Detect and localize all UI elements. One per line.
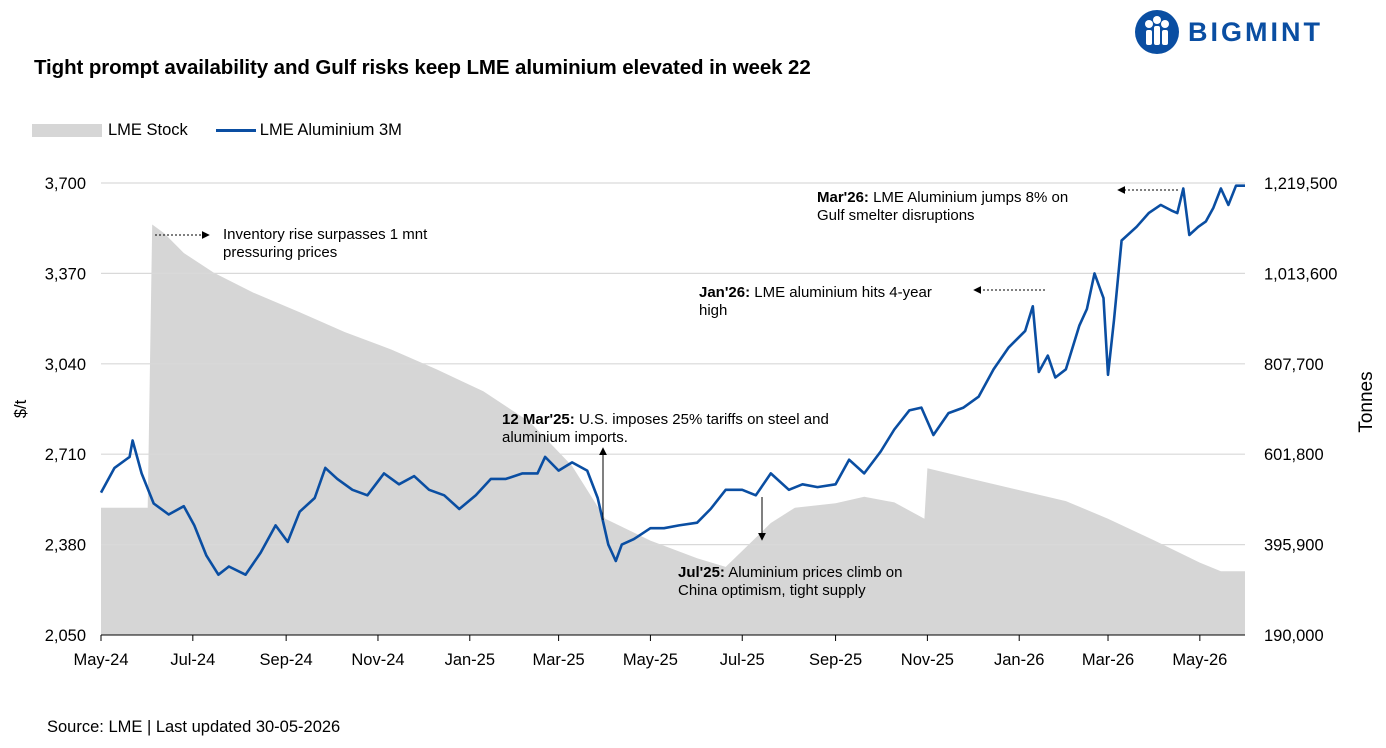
x-tick-label: Jan-25 bbox=[445, 651, 495, 669]
x-tick-label: May-25 bbox=[623, 651, 678, 669]
y-tick-label: 3,040 bbox=[45, 356, 86, 374]
y-tick-label: 3,700 bbox=[45, 175, 86, 193]
x-tick-label: Mar-25 bbox=[532, 651, 584, 669]
y2-tick-label: 601,800 bbox=[1264, 446, 1324, 464]
legend-label-stock: LME Stock bbox=[108, 121, 188, 139]
legend-item-stock: LME Stock bbox=[32, 121, 188, 140]
x-tick-label: Nov-25 bbox=[901, 651, 954, 669]
annotation-text: Gulf smelter disruptions bbox=[817, 207, 975, 224]
x-tick-label: Jul-25 bbox=[720, 651, 765, 669]
annotation-2: 12 Mar'25: U.S. imposes 25% tariffs on s… bbox=[502, 411, 829, 520]
legend-swatch-stock bbox=[32, 124, 102, 137]
series-line-lme-aluminium-3m bbox=[99, 184, 1245, 577]
annotation-text: high bbox=[699, 302, 727, 319]
y-tick-label: 2,380 bbox=[45, 537, 86, 555]
annotation-text: Inventory rise surpasses 1 mnt bbox=[223, 226, 428, 243]
annotation-text: Jul'25: Aluminium prices climb on bbox=[678, 564, 902, 581]
logo-text: BIGMINT bbox=[1188, 16, 1323, 47]
x-tick-label: Sep-24 bbox=[260, 651, 313, 669]
x-tick-label: Nov-24 bbox=[351, 651, 404, 669]
bigmint-people-icon bbox=[1135, 10, 1179, 54]
x-tick-label: May-24 bbox=[73, 651, 128, 669]
annotation-text: aluminium imports. bbox=[502, 429, 628, 446]
y-axis-label: $/t bbox=[12, 399, 30, 418]
x-tick-label: May-26 bbox=[1172, 651, 1227, 669]
x-tick-label: Jul-24 bbox=[170, 651, 215, 669]
annotation-1: Inventory rise surpasses 1 mntpressuring… bbox=[155, 226, 428, 261]
y2-axis-label: Tonnes bbox=[1356, 371, 1377, 432]
x-tick-label: Mar-26 bbox=[1082, 651, 1134, 669]
x-tick-label: Sep-25 bbox=[809, 651, 862, 669]
annotation-text: Mar'26: LME Aluminium jumps 8% on bbox=[817, 189, 1068, 206]
y-tick-label: 2,710 bbox=[45, 446, 86, 464]
y2-tick-label: 807,700 bbox=[1264, 356, 1324, 374]
x-tick-label: Jan-26 bbox=[994, 651, 1044, 669]
source-note: Source: LME | Last updated 30-05-2026 bbox=[47, 718, 341, 736]
y-tick-label: 2,050 bbox=[45, 627, 86, 645]
y2-tick-label: 1,219,500 bbox=[1264, 175, 1337, 193]
y2-tick-label: 190,000 bbox=[1264, 627, 1324, 645]
annotation-text: pressuring prices bbox=[223, 244, 337, 261]
legend-swatch-aluminium bbox=[215, 129, 256, 132]
bigmint-logo: BIGMINT bbox=[1134, 8, 1323, 56]
annotation-text: Jan'26: LME aluminium hits 4-year bbox=[699, 284, 932, 301]
series-area-lme-stock bbox=[101, 224, 1245, 635]
y2-tick-label: 395,900 bbox=[1264, 537, 1324, 555]
annotation-text: China optimism, tight supply bbox=[678, 582, 866, 599]
y2-tick-label: 1,013,600 bbox=[1264, 265, 1337, 283]
legend-item-aluminium: LME Aluminium 3M bbox=[215, 121, 402, 140]
annotation-text: 12 Mar'25: U.S. imposes 25% tariffs on s… bbox=[502, 411, 829, 428]
chart-title: Tight prompt availability and Gulf risks… bbox=[34, 56, 811, 79]
y-tick-label: 3,370 bbox=[45, 265, 86, 283]
chart-legend: LME Stock LME Aluminium 3M bbox=[32, 121, 430, 140]
legend-label-aluminium: LME Aluminium 3M bbox=[259, 121, 402, 139]
